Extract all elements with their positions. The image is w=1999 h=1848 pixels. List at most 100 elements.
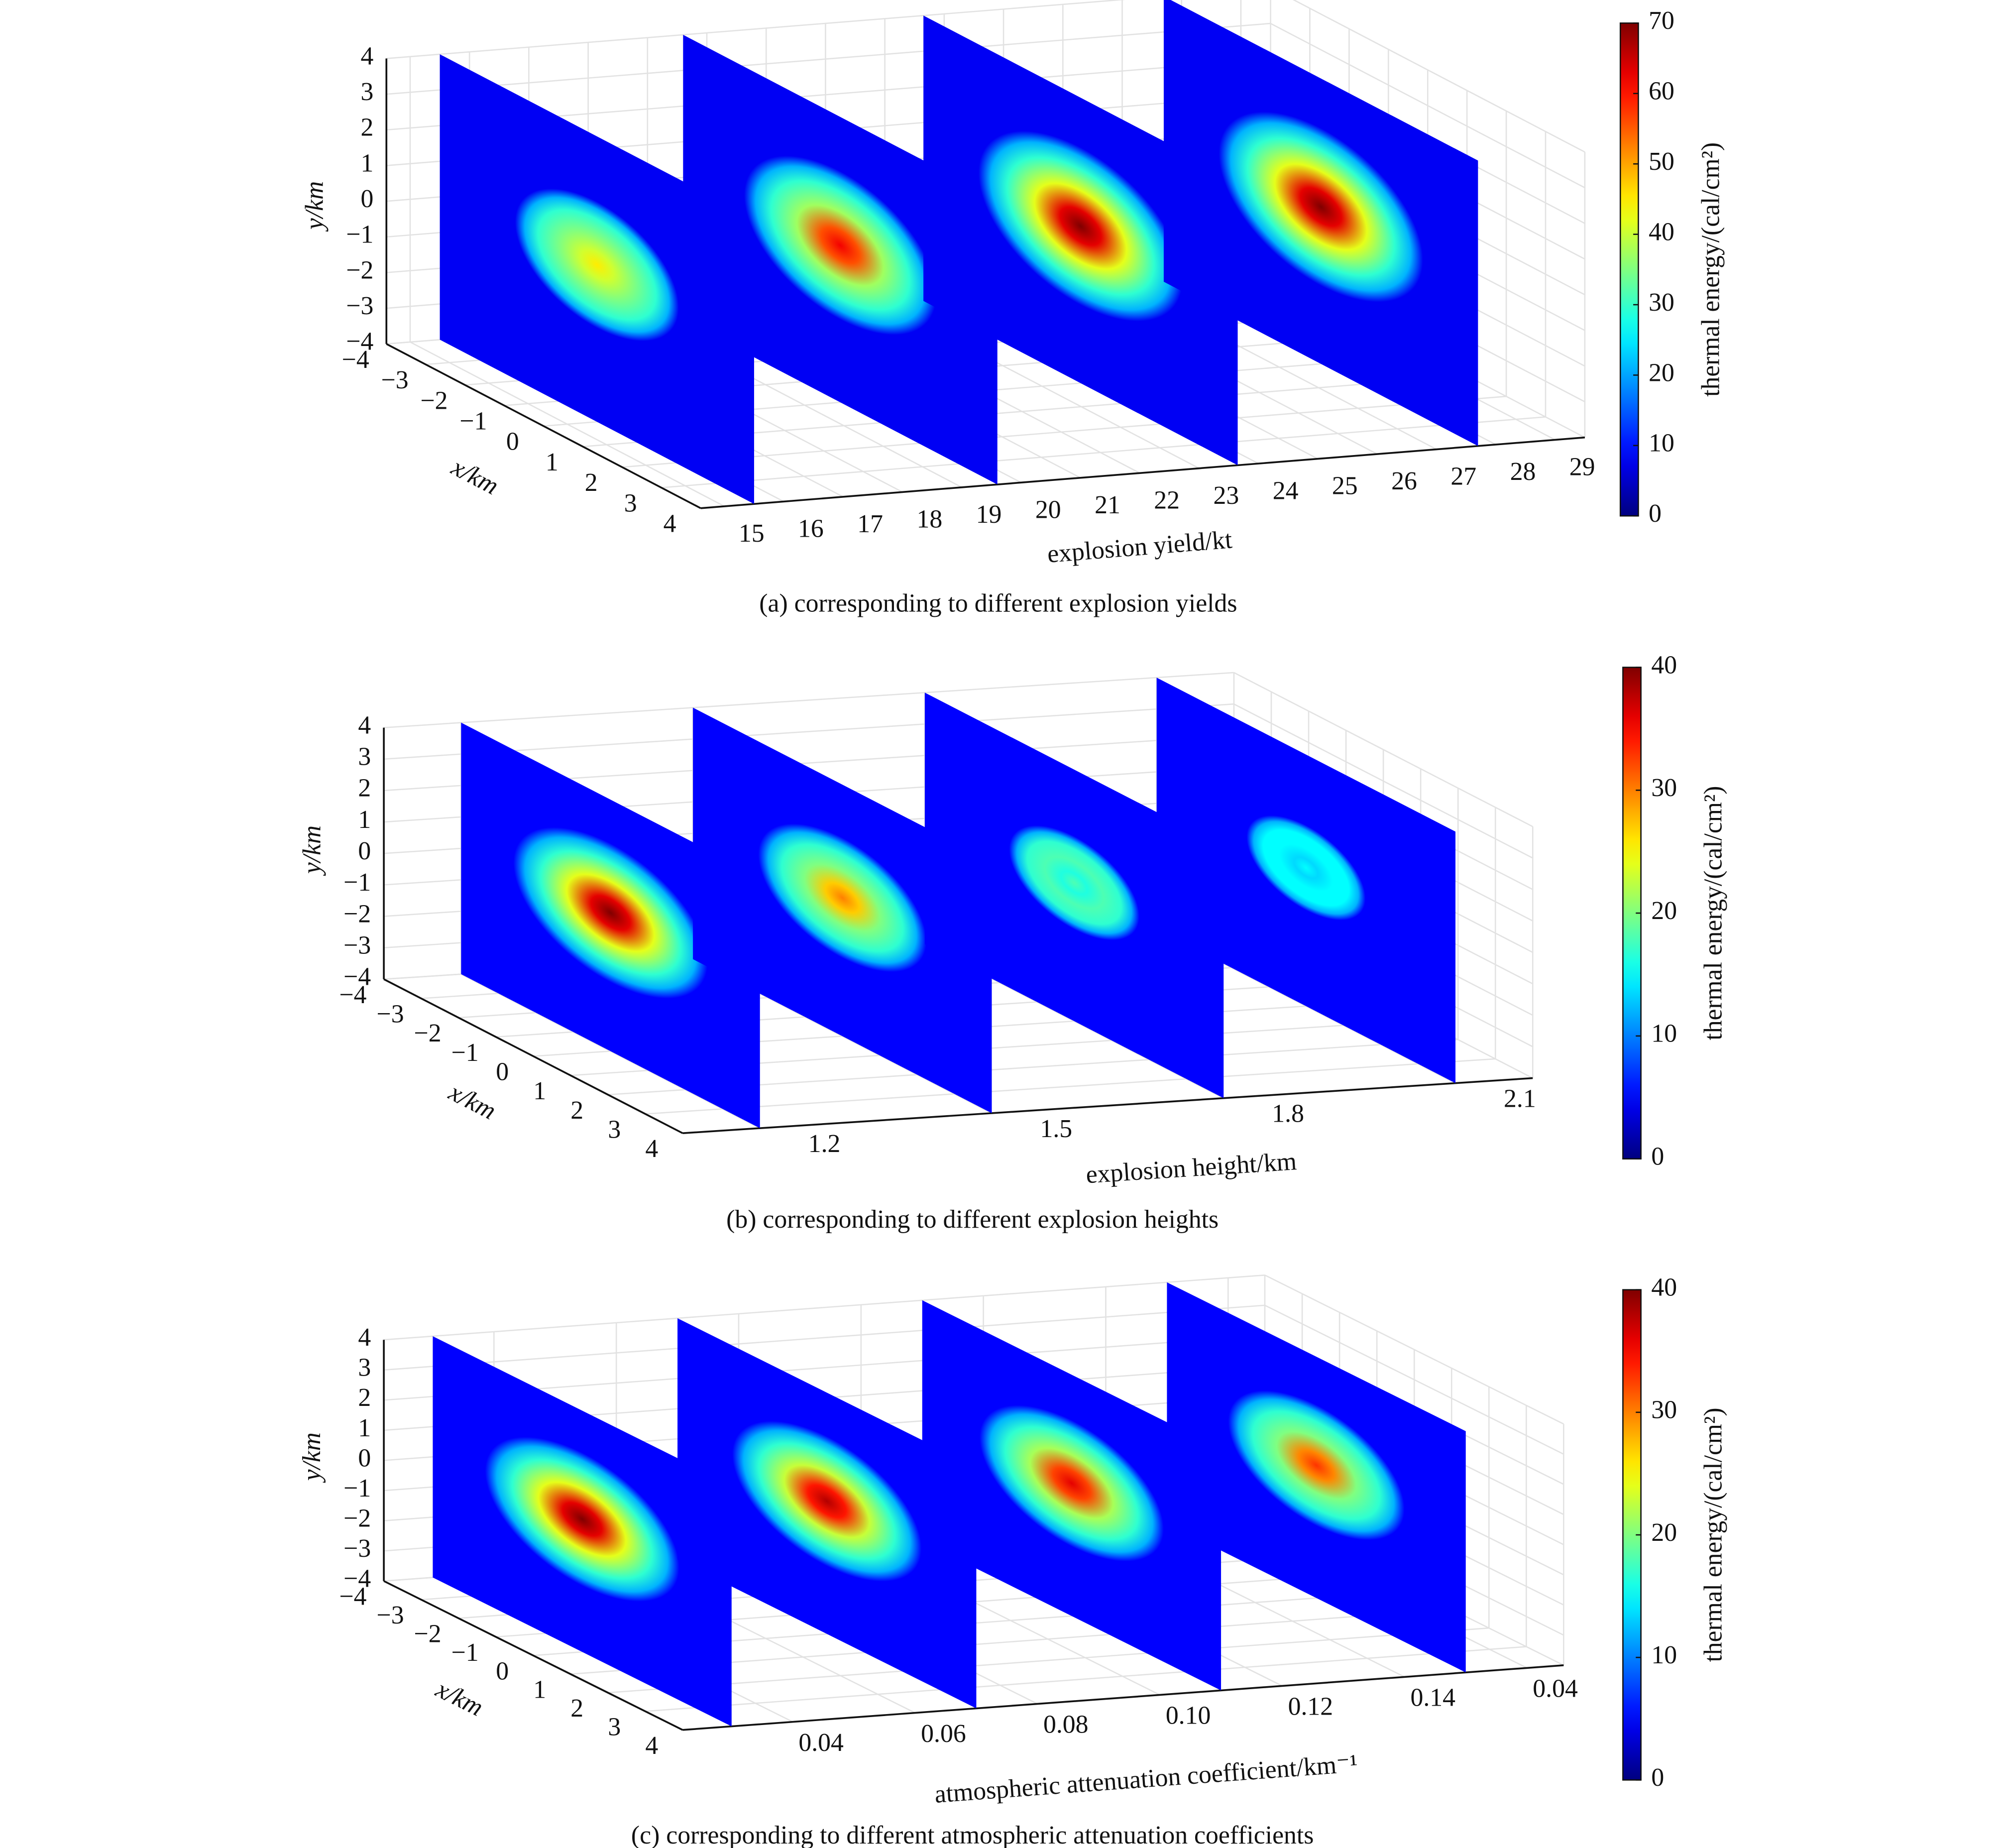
- slice: [922, 1300, 1222, 1691]
- wall-grid-line: [1270, 22, 1585, 189]
- slice: [440, 54, 754, 504]
- x-tick-label: −4: [342, 346, 369, 374]
- x-axis: [383, 1580, 683, 1731]
- s-tick-label: 0.10: [1166, 1702, 1211, 1730]
- x-tick-label: 4: [645, 1135, 658, 1163]
- colorbar: [1619, 22, 1639, 517]
- caption: (a) corresponding to different explosion…: [759, 589, 1237, 618]
- s-tick-label: 0.04: [798, 1729, 844, 1757]
- y-axis-label: y/km: [300, 181, 329, 232]
- y-tick-label: −4: [346, 328, 373, 356]
- s-tick-label: 21: [1095, 491, 1120, 519]
- y-axis-label: y/km: [298, 825, 326, 876]
- wall-grid-line: [1264, 1304, 1564, 1455]
- s-tick-label: 23: [1214, 481, 1239, 510]
- x-tick-label: −4: [339, 981, 366, 1009]
- s-tick-label: 29: [1569, 453, 1595, 481]
- s-axis-label: explosion height/km: [1085, 1147, 1298, 1189]
- s-tick-label: 20: [1035, 496, 1061, 524]
- x-tick-label: 2: [570, 1694, 583, 1723]
- slice: [1163, 0, 1478, 446]
- y-tick-label: −4: [343, 963, 371, 991]
- wall-grid-line: [1264, 1274, 1564, 1425]
- colorbar-tick-label: 10: [1651, 1020, 1677, 1048]
- y-tick-label: 0: [361, 185, 374, 213]
- x-axis-label: x/km: [444, 1078, 501, 1126]
- slice: [923, 15, 1238, 465]
- heat-blob: [515, 188, 679, 342]
- s-tick-label: 15: [739, 519, 765, 548]
- x-tick-label: −4: [339, 1583, 366, 1611]
- wall-grid-line: [384, 1304, 1265, 1371]
- y-tick-label: 4: [358, 711, 371, 740]
- wall-grid-line: [386, 0, 1126, 59]
- colorbar-label: thermal energy/(cal/cm²): [1699, 1407, 1728, 1662]
- y-tick-label: −3: [346, 292, 373, 320]
- x-tick-label: −1: [459, 407, 487, 436]
- colorbar-tick-label: 20: [1649, 358, 1674, 387]
- x-tick-label: 4: [664, 510, 676, 538]
- s-tick-label: 18: [916, 505, 942, 534]
- s-axis-label: explosion yield/kt: [1046, 525, 1233, 568]
- colorbar-tick-label: 70: [1649, 6, 1674, 35]
- slice: [693, 707, 992, 1113]
- heat-blob: [978, 130, 1183, 322]
- s-tick-label: 19: [976, 500, 1002, 529]
- s-axis: [700, 436, 1585, 509]
- y-tick-label: 4: [358, 1323, 371, 1352]
- slice: [461, 722, 760, 1129]
- wall-grid-line: [1233, 672, 1533, 827]
- x-tick-label: −1: [451, 1039, 479, 1067]
- y-tick-label: −3: [343, 1534, 371, 1563]
- colorbar-label: thermal energy/(cal/cm²): [1699, 786, 1728, 1040]
- y-tick-label: 3: [361, 78, 374, 106]
- caption: (c) corresponding to different atmospher…: [631, 1821, 1314, 1848]
- s-tick-label: 0.14: [1410, 1684, 1455, 1712]
- s-tick-label: 16: [798, 515, 824, 543]
- colorbar-label: thermal energy/(cal/cm²): [1696, 142, 1725, 397]
- x-tick-label: 4: [645, 1732, 658, 1760]
- x-tick-label: 2: [585, 468, 598, 497]
- x-tick-label: −3: [381, 366, 409, 394]
- slice: [683, 34, 998, 485]
- colorbar-tick-label: 0: [1649, 499, 1662, 528]
- colorbar-tick-label: 20: [1651, 1518, 1677, 1547]
- heat-blob: [744, 155, 937, 335]
- floor-grid-line: [410, 341, 725, 507]
- wall-grid-line: [384, 703, 1234, 760]
- x-tick-label: −3: [377, 1601, 404, 1629]
- s-tick-label: 26: [1391, 467, 1417, 495]
- y-tick-label: 1: [361, 149, 374, 177]
- colorbar-tick-label: 50: [1649, 147, 1674, 176]
- y-tick-label: 2: [358, 1384, 371, 1412]
- slice: [677, 1318, 977, 1709]
- y-tick-label: 3: [358, 743, 371, 771]
- y-tick-label: 2: [358, 774, 371, 803]
- wall-grid-line: [1292, 0, 1585, 153]
- s-tick-label: 0.04: [1533, 1675, 1578, 1703]
- s-tick-label: 17: [857, 510, 883, 538]
- slice: [433, 1336, 732, 1727]
- x-axis: [383, 978, 683, 1134]
- x-tick-label: −2: [414, 1620, 442, 1648]
- x-tick-label: −2: [414, 1019, 442, 1047]
- s-axis: [682, 1664, 1564, 1731]
- y-tick-label: 1: [358, 1414, 371, 1442]
- y-tick-label: 2: [361, 114, 374, 142]
- x-tick-label: 3: [608, 1116, 621, 1144]
- x-tick-label: 1: [533, 1676, 546, 1704]
- x-tick-label: 0: [496, 1058, 509, 1086]
- heat-blob: [758, 823, 927, 972]
- y-tick-label: 1: [358, 806, 371, 834]
- heat-blob: [1009, 825, 1139, 940]
- colorbar-tick-label: 10: [1651, 1641, 1677, 1669]
- colorbar-tick-label: 40: [1649, 218, 1674, 246]
- x-tick-label: 1: [546, 448, 558, 476]
- s-tick-label: 0.12: [1288, 1693, 1333, 1721]
- y-tick-label: −2: [346, 256, 373, 284]
- x-tick-label: 0: [506, 428, 519, 456]
- wall-grid-line: [1233, 703, 1533, 859]
- heat-blob: [1219, 112, 1423, 302]
- s-tick-label: 1.5: [1040, 1115, 1073, 1143]
